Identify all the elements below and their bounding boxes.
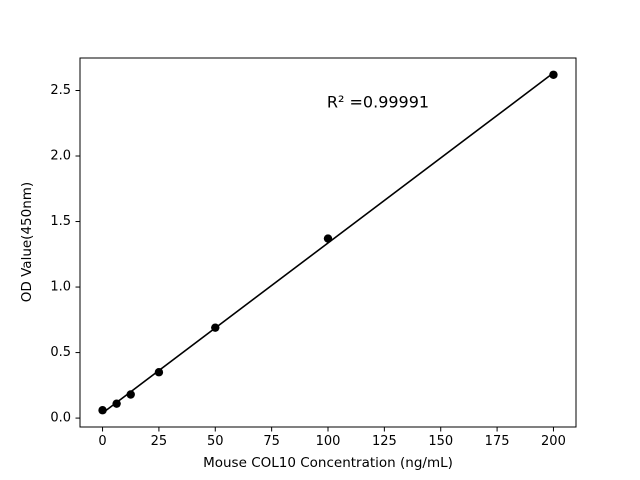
y-tick-label: 0.0: [50, 411, 71, 426]
y-tick-label: 2.5: [50, 83, 71, 98]
x-tick-label: 200: [541, 434, 566, 449]
x-axis-label: Mouse COL10 Concentration (ng/mL): [203, 455, 453, 471]
x-tick-label: 125: [372, 434, 397, 449]
data-point: [126, 390, 135, 399]
y-tick-label: 1.0: [50, 280, 71, 295]
data-point: [211, 323, 220, 332]
r-squared-annotation: R² =0.99991: [326, 92, 430, 112]
x-tick-label: 25: [151, 434, 168, 449]
data-point: [323, 234, 333, 243]
y-tick-label: 0.5: [50, 345, 71, 360]
x-tick-label: 175: [485, 434, 510, 449]
data-point: [549, 70, 558, 79]
data-point: [154, 368, 164, 377]
y-tick-label: 2.0: [50, 149, 71, 164]
y-axis-label: OD Value(450nm): [19, 181, 35, 303]
y-tick-label: 1.5: [50, 214, 71, 229]
data-point: [112, 399, 121, 408]
x-tick-label: 100: [316, 434, 341, 449]
x-tick-label: 0: [98, 434, 106, 449]
x-tick-label: 75: [263, 434, 280, 449]
x-tick-label: 50: [207, 434, 224, 449]
fit-line: [102, 72, 554, 414]
x-tick-label: 150: [428, 434, 453, 449]
data-point: [98, 406, 107, 415]
